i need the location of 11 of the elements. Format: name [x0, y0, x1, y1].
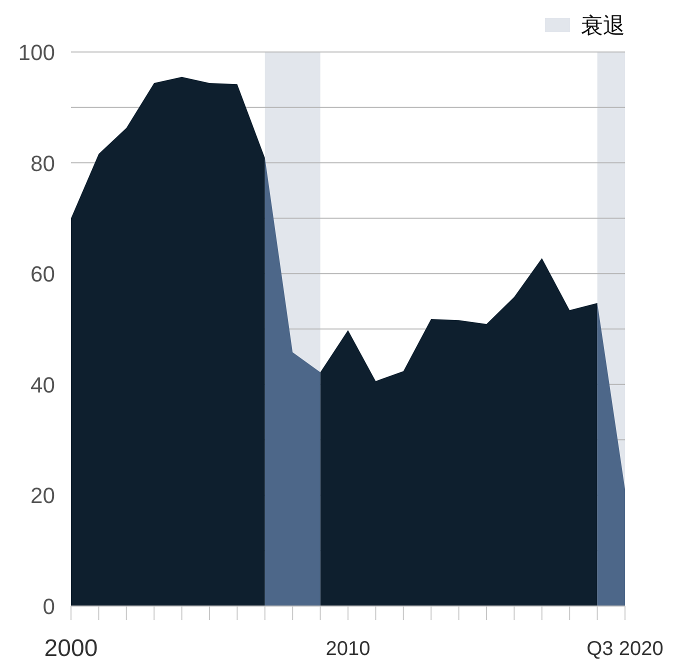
legend: 衰退: [545, 14, 625, 39]
y-tick-label: 40: [30, 372, 55, 398]
legend-label: 衰退: [581, 14, 625, 39]
y-tick-label: 60: [30, 262, 55, 287]
y-tick-label: 0: [42, 594, 55, 619]
x-tick-label: Q3 2020: [586, 638, 664, 660]
y-tick-label: 100: [18, 40, 55, 65]
x-tick-label: 2000: [44, 635, 98, 662]
x-tick-label: 2010: [326, 638, 370, 660]
y-tick-label: 20: [30, 483, 55, 508]
y-tick-label: 80: [30, 150, 55, 176]
